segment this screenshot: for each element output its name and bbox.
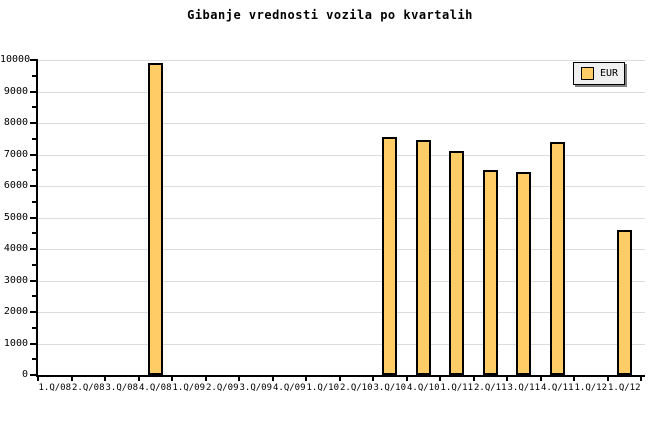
bar — [147, 63, 163, 375]
gridline — [38, 92, 645, 93]
y-tick-label: 0 — [21, 369, 28, 380]
y-tick — [30, 153, 36, 156]
x-tick-label: 4.Q/10 — [406, 383, 440, 393]
gridline — [38, 60, 645, 61]
x-tick — [640, 377, 642, 381]
x-tick — [271, 377, 274, 381]
bar — [415, 140, 431, 375]
x-tick — [506, 377, 508, 381]
bar — [549, 141, 565, 375]
x-tick — [204, 377, 207, 381]
bar — [449, 151, 465, 375]
y-tick-label: 8000 — [3, 117, 28, 128]
y-axis — [36, 59, 38, 377]
x-tick — [137, 377, 140, 381]
x-tick — [472, 377, 475, 381]
y-minor-tick — [32, 137, 36, 140]
x-tick-label: 3.Q/10 — [373, 383, 406, 393]
gridline — [38, 312, 645, 313]
y-tick — [30, 185, 36, 187]
x-tick — [338, 377, 341, 381]
y-tick-label: 9000 — [3, 85, 28, 97]
gridline — [38, 344, 645, 345]
x-tick-label: 1.Q/12 — [607, 383, 641, 393]
bar — [516, 171, 532, 375]
x-tick-label: 2.Q/11 — [473, 383, 507, 393]
gridline — [38, 123, 645, 124]
x-tick — [405, 377, 408, 381]
gridline — [38, 249, 645, 250]
y-minor-tick — [32, 74, 36, 77]
x-tick-label: 2.Q/08 — [71, 383, 105, 393]
x-tick — [104, 377, 106, 381]
x-tick-label: 4.Q/11 — [540, 383, 574, 393]
x-tick — [37, 377, 39, 381]
x-tick — [372, 377, 374, 381]
bar — [382, 137, 398, 375]
bar — [482, 170, 498, 375]
y-minor-tick — [32, 263, 36, 266]
bar — [616, 230, 632, 375]
y-tick-label: 7000 — [3, 148, 28, 160]
y-minor-tick — [32, 200, 36, 203]
x-tick-label: 1.Q/09 — [172, 383, 205, 393]
x-tick — [606, 377, 609, 381]
x-tick-label: 4.Q/09 — [272, 383, 306, 393]
legend-swatch-icon — [581, 67, 594, 80]
x-tick-label: 3.Q/08 — [105, 383, 138, 393]
y-tick — [30, 374, 36, 376]
y-tick-label: 6000 — [3, 180, 28, 191]
y-tick-label: 3000 — [3, 274, 28, 286]
x-tick — [439, 377, 441, 381]
gridline — [38, 155, 645, 156]
chart-title: Gibanje vrednosti vozila po kvartalih — [187, 8, 473, 22]
x-tick-label: 1.Q/11 — [440, 383, 473, 393]
x-tick — [238, 377, 240, 381]
y-tick — [30, 90, 36, 93]
y-tick-label: 1000 — [3, 337, 28, 349]
y-minor-tick — [32, 358, 36, 361]
x-tick — [305, 377, 307, 381]
x-tick-label: 1.Q/10 — [306, 383, 339, 393]
x-tick — [70, 377, 73, 381]
y-minor-tick — [32, 326, 36, 329]
y-minor-tick — [32, 169, 36, 172]
gridline — [38, 186, 645, 187]
x-axis — [36, 375, 645, 377]
y-minor-tick — [32, 106, 36, 109]
legend: EUR — [573, 62, 625, 85]
y-tick — [30, 311, 36, 313]
x-tick — [539, 377, 542, 381]
y-tick — [30, 342, 36, 345]
gridline — [38, 281, 645, 282]
y-tick — [30, 279, 36, 282]
y-tick-label: 10000 — [0, 54, 31, 65]
y-tick — [30, 248, 36, 250]
y-tick — [30, 216, 36, 219]
y-tick-label: 4000 — [3, 243, 28, 254]
x-tick — [171, 377, 173, 381]
x-tick-label: 3.Q/09 — [239, 383, 272, 393]
y-minor-tick — [32, 232, 36, 235]
x-tick — [573, 377, 575, 381]
x-tick-label: 3.Q/11 — [507, 383, 540, 393]
y-tick — [30, 59, 36, 61]
y-tick-label: 2000 — [3, 306, 28, 317]
legend-label: EUR — [600, 68, 619, 79]
x-tick-label: 4.Q/08 — [138, 383, 172, 393]
x-tick-label: 2.Q/09 — [205, 383, 239, 393]
x-tick-label: 1.Q/12 — [574, 383, 607, 393]
x-tick-label: 2.Q/10 — [339, 383, 373, 393]
y-minor-tick — [32, 295, 36, 298]
gridline — [38, 218, 645, 219]
y-tick — [30, 122, 36, 124]
y-tick-label: 5000 — [3, 211, 28, 223]
x-tick-label: 1.Q/08 — [38, 383, 71, 393]
